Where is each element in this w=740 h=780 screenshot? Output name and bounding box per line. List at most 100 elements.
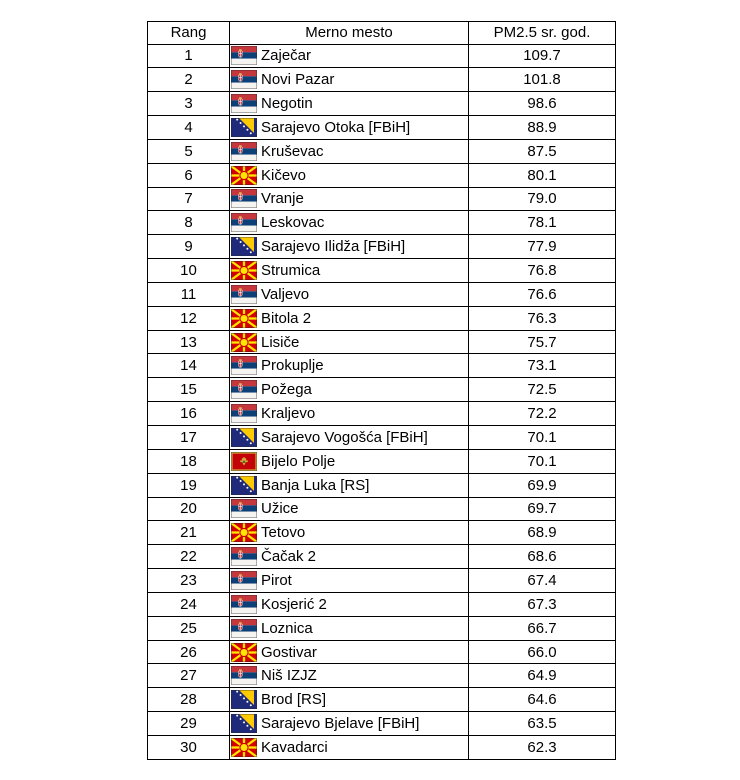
pm25-value-cell: 62.3	[468, 734, 616, 760]
station-name: Kosjerić 2	[261, 595, 327, 613]
pm25-value-cell: 109.7	[468, 43, 616, 69]
station-name: Pirot	[261, 571, 292, 589]
station-name: Niš IZJZ	[261, 667, 317, 685]
station-cell: Negotin	[229, 91, 469, 117]
pm25-value-cell: 76.3	[468, 305, 616, 331]
station-name: Kruševac	[261, 142, 324, 160]
station-name: Lisiče	[261, 333, 300, 351]
serbia-flag-icon	[231, 570, 257, 590]
station-cell: Kraljevo	[229, 401, 469, 426]
north-macedonia-flag-icon	[231, 165, 257, 185]
station-cell: Brod [RS]	[229, 687, 469, 713]
rank-cell: 10	[147, 258, 230, 283]
station-cell: Kruševac	[229, 138, 469, 164]
rank-cell: 12	[147, 305, 230, 331]
rank-cell: 13	[147, 329, 230, 355]
north-macedonia-flag-icon	[231, 308, 257, 328]
station-name: Prokuplje	[261, 357, 324, 375]
table-row: 28 Brod [RS] 64.6	[147, 687, 616, 713]
pm25-value-cell: 66.7	[468, 615, 616, 641]
station-cell: Sarajevo Vogošća [FBiH]	[229, 425, 469, 450]
serbia-flag-icon	[231, 618, 257, 638]
station-cell: Prokuplje	[229, 353, 469, 379]
pm25-value-cell: 67.3	[468, 591, 616, 617]
station-name: Užice	[261, 500, 299, 518]
pm25-value-cell: 76.6	[468, 281, 616, 307]
serbia-flag-icon	[231, 404, 257, 424]
rank-cell: 4	[147, 115, 230, 140]
table-row: 26 Gostivar 66.0	[147, 639, 616, 665]
station-cell: Čačak 2	[229, 544, 469, 570]
pm25-value-cell: 101.8	[468, 67, 616, 93]
bosnia-herzegovina-flag-icon	[231, 427, 257, 447]
table-body: 1 Zaječar 109.7 2	[147, 43, 616, 760]
station-cell: Novi Pazar	[229, 67, 469, 93]
station-name: Gostivar	[261, 643, 317, 661]
table-row: 5 Kruševac 87.5	[147, 138, 616, 164]
station-cell: Leskovac	[229, 210, 469, 236]
station-cell: Bijelo Polje	[229, 448, 469, 474]
table-row: 10 Strumica 76.8	[147, 258, 616, 283]
rank-cell: 19	[147, 472, 230, 498]
station-name: Banja Luka [RS]	[261, 476, 370, 494]
montenegro-flag-icon	[231, 451, 257, 471]
rank-cell: 1	[147, 43, 230, 69]
rank-cell: 14	[147, 353, 230, 379]
station-cell: Kavadarci	[229, 734, 469, 760]
station-cell: Loznica	[229, 615, 469, 641]
table-row: 17 Sarajevo Vogošća [FBiH] 70.1	[147, 425, 616, 450]
table-row: 7 Vranje 79.0	[147, 186, 616, 212]
station-name: Bitola 2	[261, 309, 312, 327]
table-row: 8 Leskovac 78.1	[147, 210, 616, 236]
station-name: Novi Pazar	[261, 71, 335, 89]
station-cell: Strumica	[229, 258, 469, 283]
serbia-flag-icon	[231, 666, 257, 686]
table-row: 18 Bijelo Polje 70.1	[147, 448, 616, 474]
station-name: Sarajevo Vogošća [FBiH]	[261, 428, 428, 446]
station-cell: Tetovo	[229, 520, 469, 546]
bosnia-herzegovina-flag-icon	[231, 117, 257, 137]
header-station: Merno mesto	[229, 21, 469, 45]
table-row: 30 Kavadarci 62.3	[147, 734, 616, 760]
pm25-value-cell: 72.5	[468, 377, 616, 403]
table-row: 19 Banja Luka [RS] 69.9	[147, 472, 616, 498]
pm25-value-cell: 76.8	[468, 258, 616, 283]
table-row: 12 Bitola 2 76.3	[147, 305, 616, 331]
pm25-value-cell: 72.2	[468, 401, 616, 426]
north-macedonia-flag-icon	[231, 261, 257, 281]
serbia-flag-icon	[231, 189, 257, 209]
table-row: 15 Požega 72.5	[147, 377, 616, 403]
table-row: 3 Negotin 98.6	[147, 91, 616, 117]
serbia-flag-icon	[231, 141, 257, 161]
station-name: Tetovo	[261, 524, 306, 542]
pm25-value-cell: 66.0	[468, 639, 616, 665]
station-cell: Valjevo	[229, 281, 469, 307]
station-cell: Sarajevo Bjelave [FBiH]	[229, 711, 469, 736]
north-macedonia-flag-icon	[231, 523, 257, 543]
station-cell: Bitola 2	[229, 305, 469, 331]
station-cell: Gostivar	[229, 639, 469, 665]
station-name: Čačak 2	[261, 548, 317, 566]
header-pm25: PM2.5 sr. god.	[468, 21, 616, 45]
station-cell: Užice	[229, 496, 469, 522]
station-cell: Kičevo	[229, 162, 469, 188]
rank-cell: 27	[147, 663, 230, 689]
table-row: 27 Niš IZJZ 64.9	[147, 663, 616, 689]
rank-cell: 20	[147, 496, 230, 522]
station-cell: Požega	[229, 377, 469, 403]
station-cell: Sarajevo Otoka [FBiH]	[229, 115, 469, 140]
station-name: Loznica	[261, 619, 313, 637]
pm25-value-cell: 87.5	[468, 138, 616, 164]
pm25-value-cell: 73.1	[468, 353, 616, 379]
table-row: 13 Lisiče 75.7	[147, 329, 616, 355]
rank-cell: 3	[147, 91, 230, 117]
pm25-value-cell: 69.7	[468, 496, 616, 522]
table-row: 23 Pirot 67.4	[147, 568, 616, 593]
bosnia-herzegovina-flag-icon	[231, 690, 257, 710]
table-row: 11 Valjevo 76.6	[147, 281, 616, 307]
rank-cell: 8	[147, 210, 230, 236]
rank-cell: 2	[147, 67, 230, 93]
station-name: Sarajevo Otoka [FBiH]	[261, 118, 411, 136]
rank-cell: 28	[147, 687, 230, 713]
